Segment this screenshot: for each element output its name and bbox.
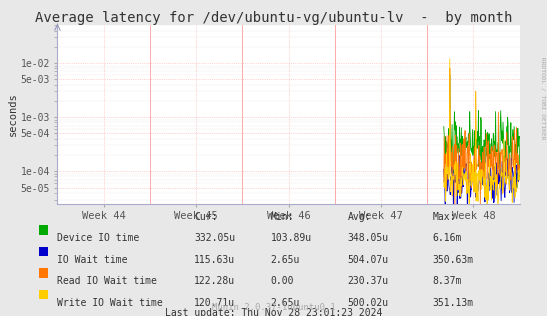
Text: Min:: Min:	[271, 212, 294, 222]
Text: 504.07u: 504.07u	[347, 255, 388, 265]
Text: Read IO Wait time: Read IO Wait time	[57, 276, 158, 286]
Text: 120.71u: 120.71u	[194, 298, 235, 308]
Text: RRDTOOL / TOBI OETIKER: RRDTOOL / TOBI OETIKER	[540, 57, 545, 139]
Text: 230.37u: 230.37u	[347, 276, 388, 286]
Text: Average latency for /dev/ubuntu-vg/ubuntu-lv  -  by month: Average latency for /dev/ubuntu-vg/ubunt…	[35, 11, 512, 25]
Text: 351.13m: 351.13m	[432, 298, 473, 308]
Text: 6.16m: 6.16m	[432, 233, 462, 243]
Y-axis label: seconds: seconds	[8, 93, 18, 137]
Text: 115.63u: 115.63u	[194, 255, 235, 265]
Text: Device IO time: Device IO time	[57, 233, 139, 243]
Text: Write IO Wait time: Write IO Wait time	[57, 298, 163, 308]
Text: Avg:: Avg:	[347, 212, 371, 222]
Text: 332.05u: 332.05u	[194, 233, 235, 243]
Text: 8.37m: 8.37m	[432, 276, 462, 286]
Text: 348.05u: 348.05u	[347, 233, 388, 243]
Text: Last update: Thu Nov 28 23:01:23 2024: Last update: Thu Nov 28 23:01:23 2024	[165, 308, 382, 316]
Text: 2.65u: 2.65u	[271, 298, 300, 308]
Text: IO Wait time: IO Wait time	[57, 255, 128, 265]
Text: 350.63m: 350.63m	[432, 255, 473, 265]
Text: Max:: Max:	[432, 212, 456, 222]
Text: Munin 2.0.37-1ubuntu0.1: Munin 2.0.37-1ubuntu0.1	[212, 303, 335, 312]
Text: 0.00: 0.00	[271, 276, 294, 286]
Text: 122.28u: 122.28u	[194, 276, 235, 286]
Text: 2.65u: 2.65u	[271, 255, 300, 265]
Text: Cur:: Cur:	[194, 212, 218, 222]
Text: 103.89u: 103.89u	[271, 233, 312, 243]
Text: 500.02u: 500.02u	[347, 298, 388, 308]
